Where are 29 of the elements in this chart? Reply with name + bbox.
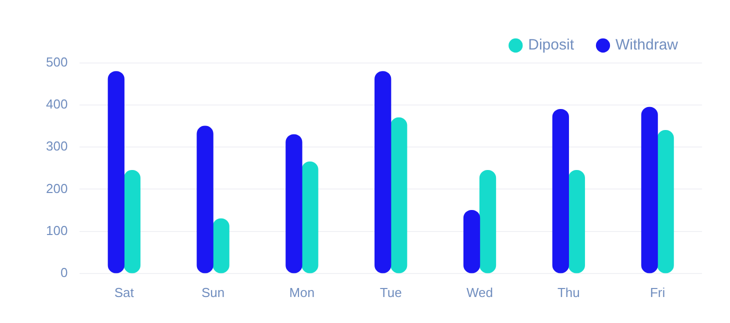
legend-label: Diposit	[528, 36, 575, 54]
x-tick-label: Fri	[650, 284, 666, 300]
bar	[302, 162, 318, 274]
bar	[196, 126, 214, 274]
y-tick-label: 100	[46, 222, 68, 238]
bar	[657, 130, 674, 274]
y-tick-label: 300	[46, 138, 68, 154]
x-tick-label: Mon	[289, 284, 315, 300]
x-tick-label: Wed	[466, 284, 493, 300]
bar	[108, 71, 124, 274]
bar	[124, 170, 140, 274]
x-tick-label: Tue	[380, 284, 402, 300]
y-tick-label: 500	[46, 54, 68, 70]
x-tick-label: Sat	[114, 284, 134, 300]
bar	[212, 218, 230, 274]
legend-label: Withdraw	[615, 36, 678, 54]
bar	[286, 134, 302, 274]
x-tick-label: Sun	[201, 284, 225, 300]
bar	[390, 117, 408, 274]
bar	[479, 170, 496, 274]
y-tick-label: 0	[60, 264, 68, 280]
y-tick-label: 200	[46, 180, 68, 196]
bar	[552, 108, 569, 274]
y-tick-label: 400	[46, 96, 68, 112]
bar	[463, 210, 480, 274]
bar	[374, 71, 392, 274]
bar	[641, 106, 658, 274]
bar	[568, 170, 585, 274]
x-tick-label: Thu	[557, 284, 580, 300]
